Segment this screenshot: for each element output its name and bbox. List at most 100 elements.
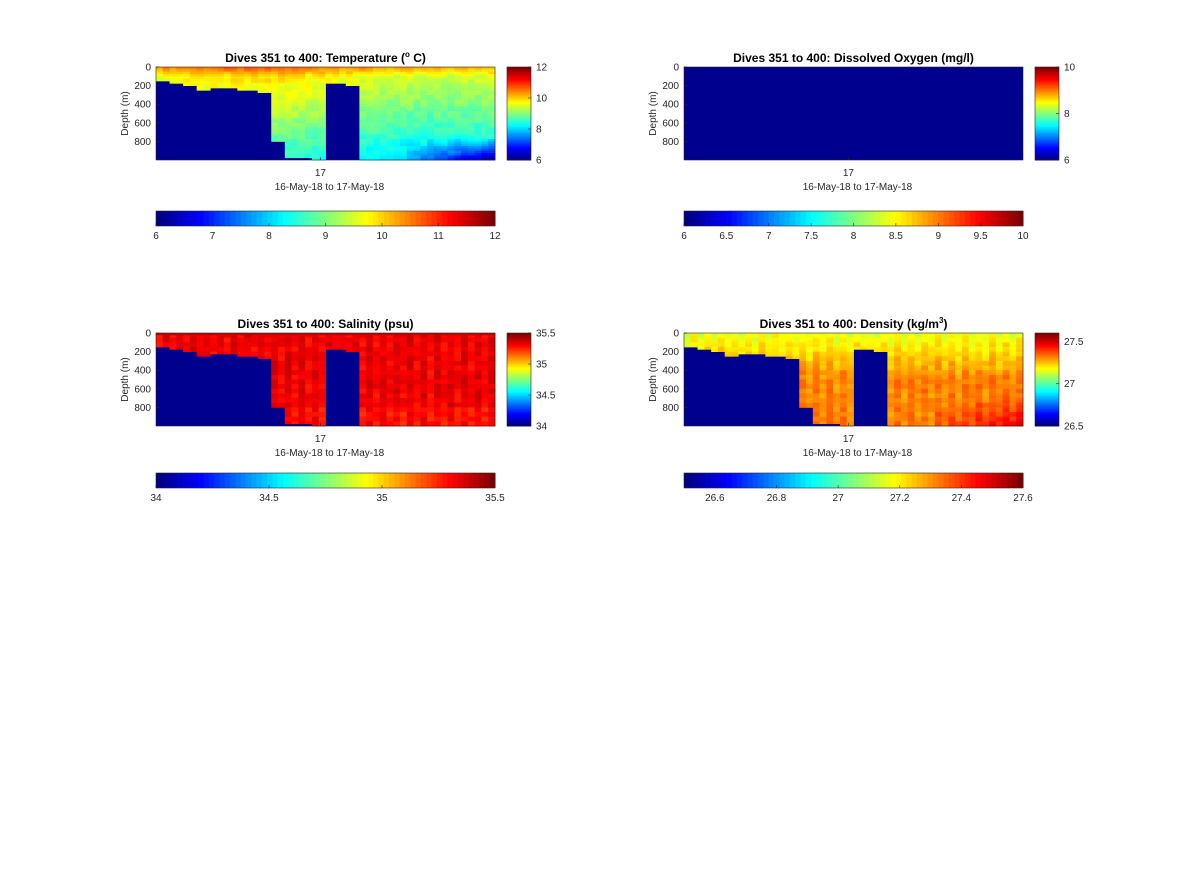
density-cell [778,333,787,336]
temperature-cell [372,94,381,98]
salinity-cell [366,372,374,376]
density-cell [887,349,895,352]
salinity-hcolorbar-step [214,473,221,488]
density-cell [914,344,922,348]
density-cell [948,339,956,343]
temperature-cell [413,118,421,121]
density-cell [1009,421,1017,425]
temperature-cell [264,83,272,87]
temperature-cell [393,153,401,156]
density-cell [914,363,922,366]
density-cell [921,416,929,420]
temperature-cell [427,94,435,98]
salinity-cell [393,360,401,364]
salinity-cell [488,384,496,387]
density-cell [928,379,936,383]
salinity-cell [427,414,435,418]
salinity-cell [278,335,286,339]
temperature-cell [488,150,496,154]
density-cell [1009,402,1017,406]
density-cell [846,414,854,418]
density-cell [934,379,943,383]
salinity-cell [433,344,442,348]
temperature-cell [291,153,299,156]
temperature-colorbar-step [507,123,531,126]
oxygen-colorbar-step [1035,119,1059,122]
oxygen-y-tick-label: 800 [662,137,679,148]
salinity-cell [488,351,496,355]
salinity-cell [406,335,415,339]
temperature-cell [447,111,455,114]
temperature-cell [318,99,326,103]
salinity-cell [454,356,462,359]
temperature-cell [386,136,394,140]
temperature-cell [298,113,306,117]
salinity-cell [427,344,435,348]
temperature-cell [176,78,184,82]
temperature-cell [379,92,387,96]
salinity-cell [393,414,401,418]
density-colorbar-step [1035,363,1059,366]
salinity-cell [386,356,394,359]
salinity-cell [461,381,469,385]
temperature-cell [156,76,164,80]
oxygen-hcolorbar-step [996,211,1003,226]
salinity-cell [271,386,279,390]
density-cell [989,402,997,406]
density-cell [900,367,909,371]
temperature-cell [366,139,374,142]
temperature-cell [427,78,435,82]
density-cell [839,409,848,413]
temperature-cell [196,67,204,70]
temperature-cell [291,143,299,147]
density-cell [867,344,875,348]
density-cell [989,377,997,380]
density-cell [955,400,963,404]
temperature-hcolorbar-step [351,211,358,226]
temperature-cell [379,115,387,119]
temperature-cell [393,78,401,82]
salinity-cell [318,377,326,380]
density-cell [934,370,943,373]
density-cell [785,333,793,336]
temperature-cell [250,78,259,82]
density-cell [846,405,854,408]
salinity-cell [278,405,286,408]
temperature-cell [454,106,462,110]
temperature-cell [298,118,306,121]
salinity-cell [440,393,448,397]
temperature-cell [386,78,394,82]
density-cell [792,349,800,352]
density-cell [806,349,814,352]
salinity-cell [372,409,381,413]
density-cell [995,372,1004,376]
salinity-cell [372,356,381,359]
density-cell [975,381,983,385]
density-cell [833,405,841,408]
temperature-cell [393,94,401,98]
density-colorbar-step [1035,362,1059,365]
salinity-cell [488,409,496,413]
density-cell [900,386,909,390]
salinity-cell [386,414,394,418]
salinity-hcolorbar-step [404,473,411,488]
density-hcolorbar-step [827,473,833,488]
density-cell [955,414,963,418]
temperature-axes-frame [155,66,496,161]
salinity-cell [183,346,191,350]
salinity-cell [189,344,198,348]
salinity-cell [467,416,476,420]
salinity-cell [176,346,184,350]
density-cell [968,374,976,378]
temperature-cell [386,83,394,87]
density-cell [948,381,956,385]
salinity-cell [427,416,435,420]
temperature-cell [440,132,448,135]
density-cell [690,335,698,339]
salinity-cell [284,353,292,357]
temperature-hcolorbar-step [473,211,480,226]
salinity-cell [305,379,313,383]
temperature-cell [488,71,496,75]
salinity-cell [278,367,286,371]
